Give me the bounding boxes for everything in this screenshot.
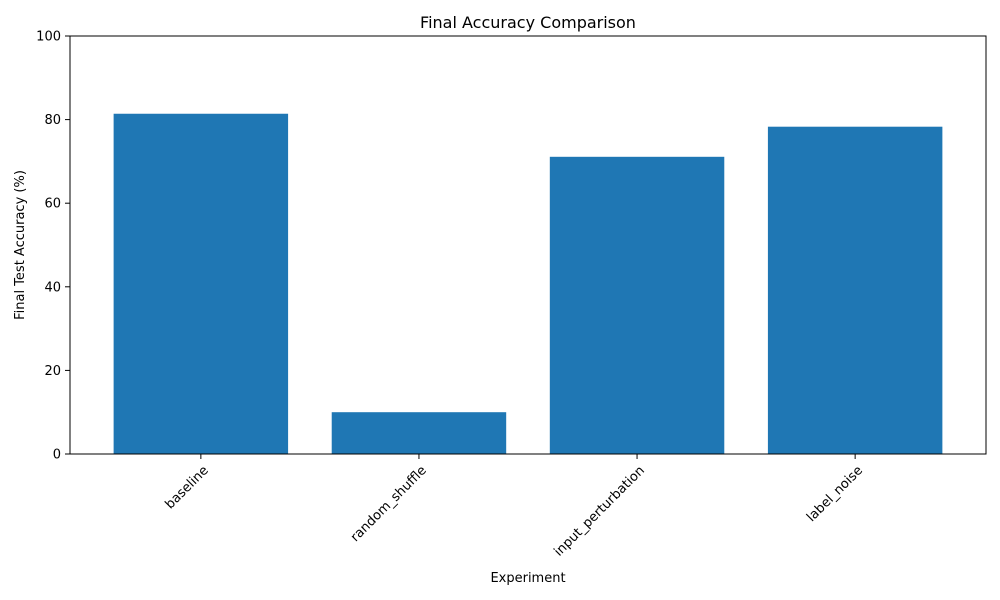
y-tick-label: 40 xyxy=(44,280,61,295)
y-tick-label: 20 xyxy=(44,364,61,379)
y-axis: 0 20 40 60 80 100 xyxy=(36,30,70,463)
x-tick-label: baseline xyxy=(163,463,212,512)
x-axis-title: Experiment xyxy=(490,571,565,586)
y-axis-title: Final Test Accuracy (%) xyxy=(13,170,28,320)
bar-random-shuffle xyxy=(331,412,507,454)
y-tick-label: 80 xyxy=(44,113,61,128)
y-tick-label: 0 xyxy=(53,448,61,463)
bar-label-noise xyxy=(767,126,943,455)
x-tick-label: label_noise xyxy=(804,463,866,525)
x-axis: baseline random_shuffle input_perturbation… xyxy=(163,454,866,560)
plot-frame xyxy=(69,35,987,455)
x-tick-label: random_shuffle xyxy=(348,463,430,545)
bar-baseline xyxy=(113,113,289,455)
chart-title: Final Accuracy Comparison xyxy=(420,13,636,32)
y-tick-label: 100 xyxy=(36,30,61,45)
y-tick-label: 60 xyxy=(44,197,61,212)
x-tick-label: input_perturbation xyxy=(551,463,647,559)
bars-layer xyxy=(113,113,943,455)
bar-input-perturbation xyxy=(549,156,725,454)
